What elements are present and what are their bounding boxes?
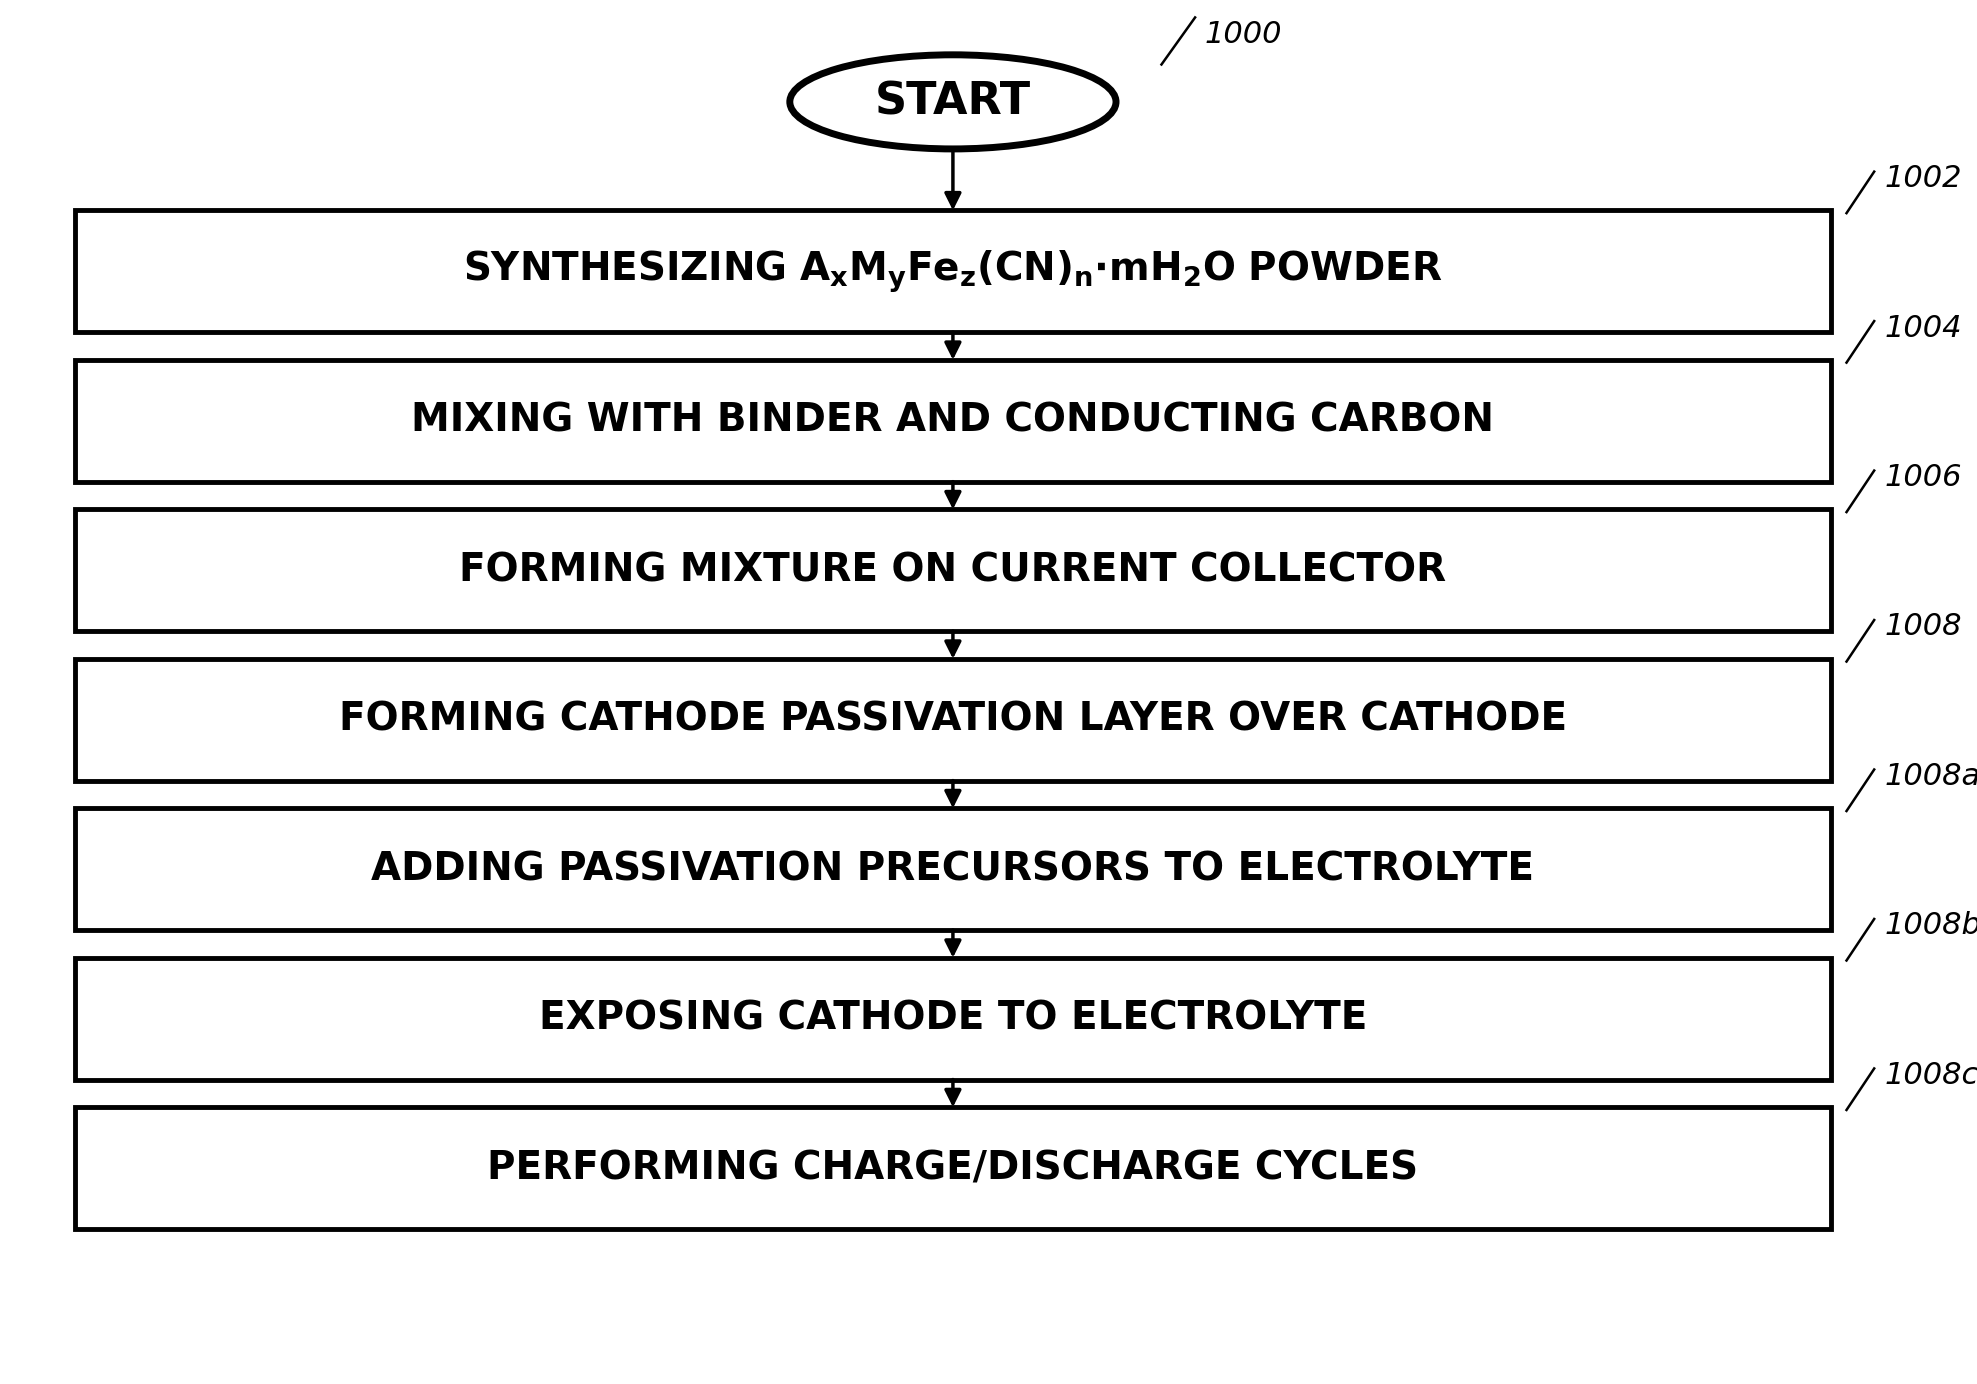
FancyBboxPatch shape xyxy=(75,210,1831,332)
Text: 1006: 1006 xyxy=(1884,464,1961,491)
FancyBboxPatch shape xyxy=(75,808,1831,930)
Text: PERFORMING CHARGE/DISCHARGE CYCLES: PERFORMING CHARGE/DISCHARGE CYCLES xyxy=(488,1149,1418,1187)
Text: EXPOSING CATHODE TO ELECTROLYTE: EXPOSING CATHODE TO ELECTROLYTE xyxy=(538,999,1368,1038)
Text: FORMING MIXTURE ON CURRENT COLLECTOR: FORMING MIXTURE ON CURRENT COLLECTOR xyxy=(459,551,1447,590)
Text: 1004: 1004 xyxy=(1884,314,1961,342)
Text: 1002: 1002 xyxy=(1884,165,1961,192)
Text: $\mathbf{SYNTHESIZING\ A_xM_yFe_z(CN)_n{\cdot}mH_2O\ POWDER}$: $\mathbf{SYNTHESIZING\ A_xM_yFe_z(CN)_n{… xyxy=(463,248,1443,295)
Text: 1008: 1008 xyxy=(1884,613,1961,641)
Text: MIXING WITH BINDER AND CONDUCTING CARBON: MIXING WITH BINDER AND CONDUCTING CARBON xyxy=(411,401,1495,440)
Text: START: START xyxy=(876,80,1030,123)
FancyBboxPatch shape xyxy=(75,659,1831,781)
Text: FORMING CATHODE PASSIVATION LAYER OVER CATHODE: FORMING CATHODE PASSIVATION LAYER OVER C… xyxy=(338,700,1568,739)
Text: 1008c: 1008c xyxy=(1884,1062,1977,1089)
Text: 1000: 1000 xyxy=(1206,19,1283,48)
FancyBboxPatch shape xyxy=(75,958,1831,1080)
Text: 1008b: 1008b xyxy=(1884,912,1977,940)
FancyBboxPatch shape xyxy=(75,509,1831,631)
Text: 1008a: 1008a xyxy=(1884,763,1977,790)
Text: ADDING PASSIVATION PRECURSORS TO ELECTROLYTE: ADDING PASSIVATION PRECURSORS TO ELECTRO… xyxy=(372,850,1534,889)
FancyBboxPatch shape xyxy=(75,1107,1831,1229)
FancyBboxPatch shape xyxy=(75,360,1831,482)
